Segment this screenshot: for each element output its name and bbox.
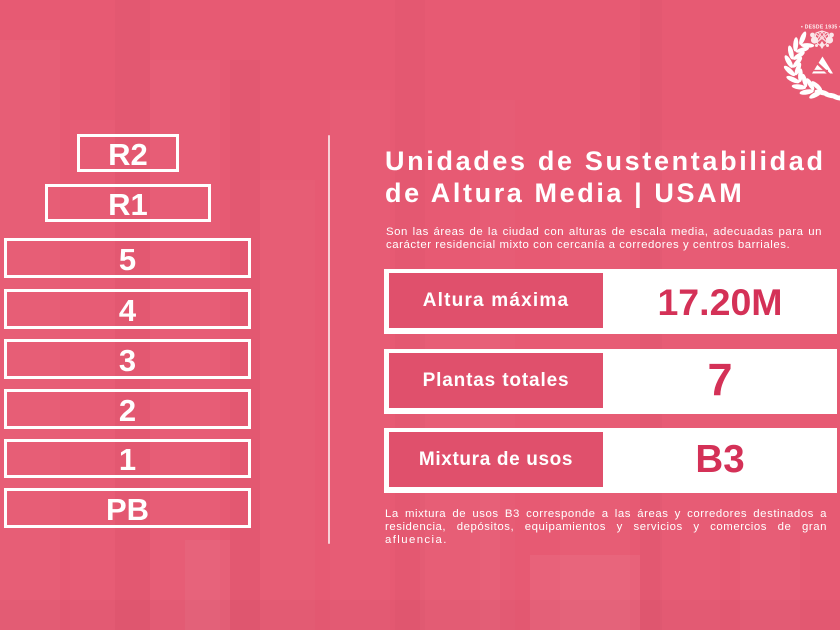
svg-text:• DESDE 1935 •: • DESDE 1935 • xyxy=(801,25,840,31)
